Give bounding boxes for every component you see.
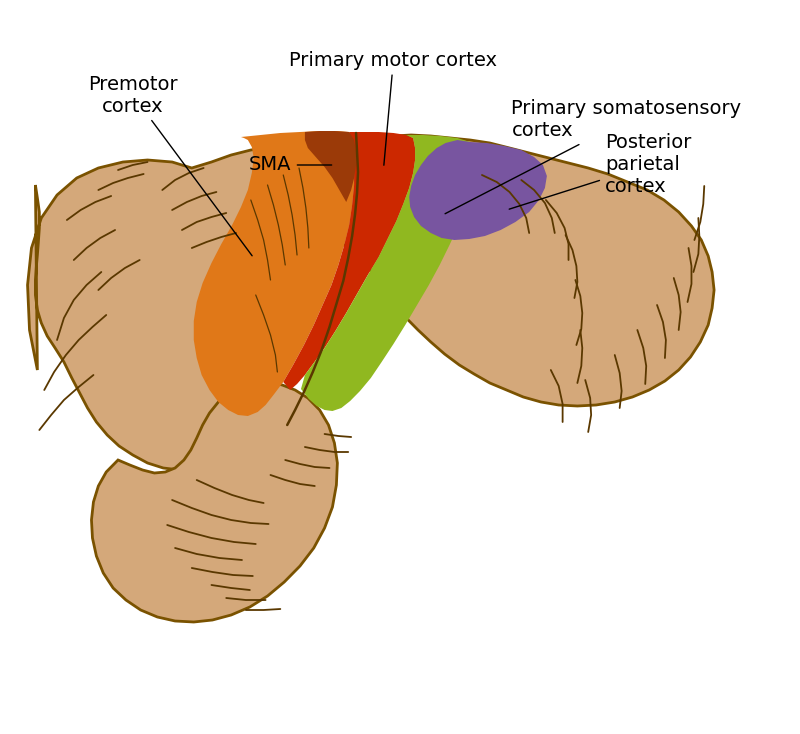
Text: Primary motor cortex: Primary motor cortex: [290, 51, 498, 165]
Text: SMA: SMA: [250, 156, 332, 175]
Polygon shape: [91, 381, 338, 622]
Text: Primary somatosensory
cortex: Primary somatosensory cortex: [445, 100, 742, 214]
Polygon shape: [301, 135, 478, 411]
Polygon shape: [305, 131, 356, 202]
Polygon shape: [194, 131, 354, 416]
Text: Premotor
cortex: Premotor cortex: [88, 74, 252, 255]
Text: Posterior
parietal
cortex: Posterior parietal cortex: [509, 134, 691, 209]
Polygon shape: [409, 140, 547, 240]
Polygon shape: [283, 132, 415, 390]
Polygon shape: [27, 135, 714, 470]
